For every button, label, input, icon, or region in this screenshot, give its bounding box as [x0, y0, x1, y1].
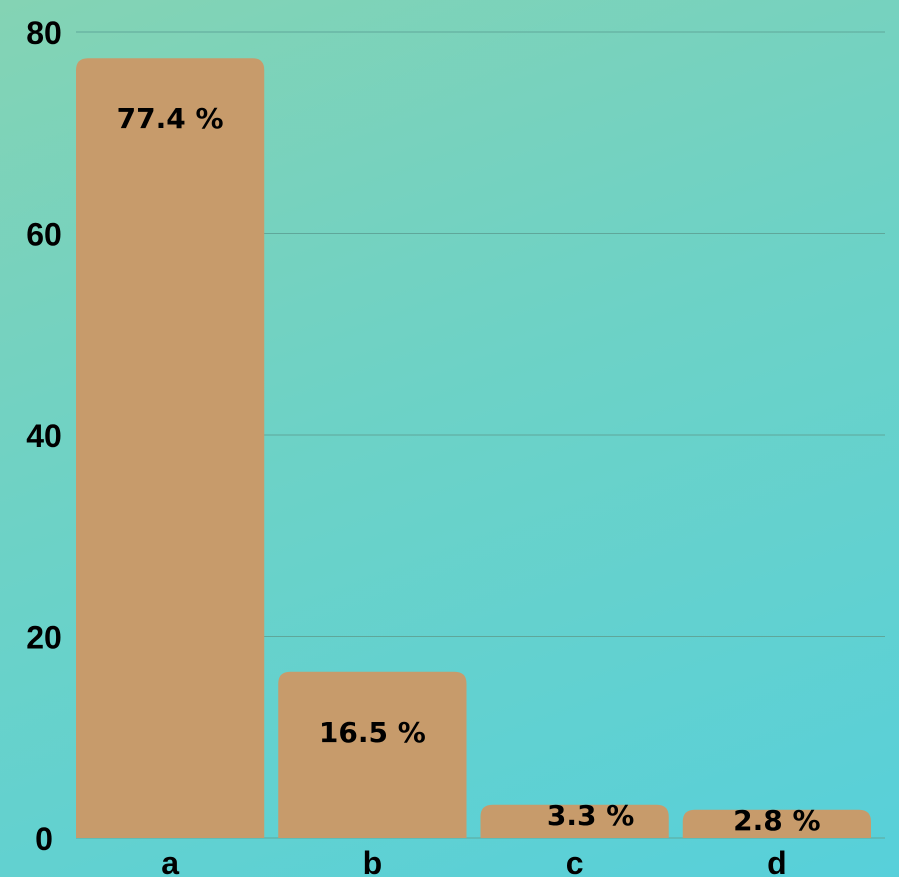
data-labels: 77.4 % 16.5 % 3.3 % 2.8 %: [117, 102, 821, 837]
x-tick-label: b: [363, 845, 383, 877]
bars: [76, 58, 871, 838]
x-tick-label: a: [161, 845, 179, 877]
data-label: 16.5 %: [319, 716, 426, 749]
data-label: 77.4 %: [117, 102, 224, 135]
y-tick-label: 40: [26, 418, 62, 454]
x-axis: a b c d: [161, 845, 786, 877]
bar-d: [682, 809, 871, 838]
x-tick-label: c: [566, 845, 584, 877]
bar-c: [480, 804, 669, 838]
y-tick-label: 60: [26, 217, 62, 253]
data-label: 3.3 %: [547, 799, 634, 832]
x-tick-label: d: [767, 845, 787, 877]
bar-a: [76, 58, 265, 838]
data-label: 2.8 %: [733, 804, 820, 837]
y-axis: 0 20 40 60 80: [26, 15, 62, 857]
y-tick-label: 20: [26, 620, 62, 656]
bar-b: [278, 671, 467, 838]
y-tick-label: 80: [26, 15, 62, 51]
y-tick-label: 0: [35, 821, 53, 857]
